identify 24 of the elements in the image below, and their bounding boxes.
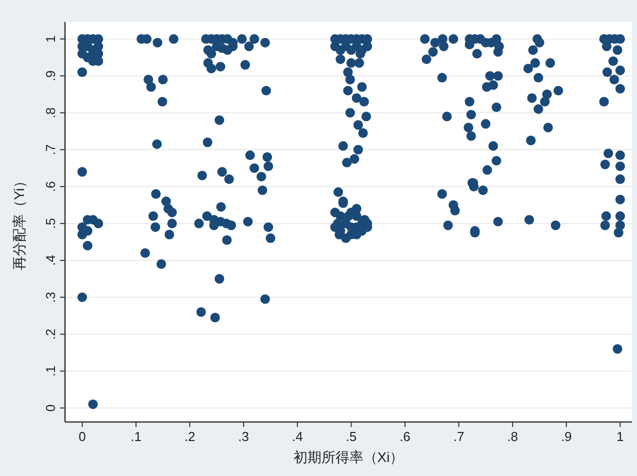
y-axis-title: 再分配率（Yi）: [11, 174, 27, 270]
y-tick-label: .8: [43, 107, 58, 118]
y-tick-label: .6: [43, 181, 58, 192]
x-tick-label: .4: [292, 429, 303, 444]
y-tick-label: .5: [43, 218, 58, 229]
x-tick-label: .5: [346, 429, 357, 444]
x-tick-label: .9: [560, 429, 572, 444]
x-tick-label: .3: [238, 429, 250, 444]
y-tick-label: .3: [43, 292, 58, 303]
y-tick-label: .4: [43, 254, 58, 266]
x-axis-title: 初期所得率（Xi）: [293, 449, 404, 465]
y-tick-label: 0: [43, 404, 58, 412]
x-tick-label: 0: [78, 429, 86, 444]
y-tick-label: .9: [43, 70, 58, 82]
x-tick-label: .7: [453, 429, 464, 444]
x-tick-label: .1: [130, 429, 142, 444]
y-tick-label: .1: [43, 366, 58, 376]
x-tick-label: .2: [184, 429, 196, 444]
y-tick-label: .7: [43, 144, 58, 156]
x-tick-label: 1: [616, 429, 624, 444]
x-tick-label: .8: [507, 429, 518, 444]
y-tick-label: .2: [43, 328, 58, 340]
y-tick-label: 1: [43, 35, 58, 43]
x-tick-label: .6: [400, 429, 410, 444]
